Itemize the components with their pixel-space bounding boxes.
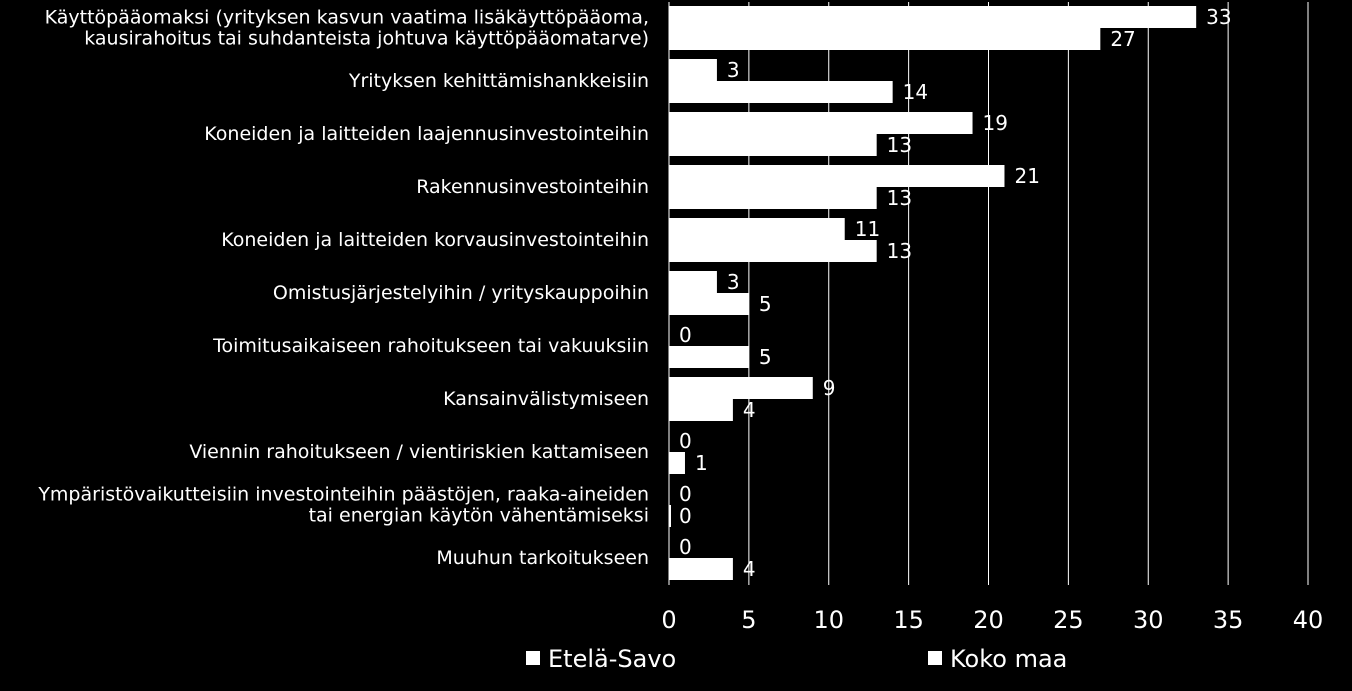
value-label: 3 bbox=[727, 58, 740, 82]
x-tick-label: 5 bbox=[741, 606, 756, 634]
value-label: 21 bbox=[1014, 164, 1039, 188]
bar-etel-savo-5 bbox=[669, 271, 717, 293]
bar-koko-maa-6 bbox=[669, 346, 749, 368]
value-label: 1 bbox=[695, 451, 708, 475]
bar-koko-maa-5 bbox=[669, 293, 749, 315]
value-label: 33 bbox=[1206, 5, 1231, 29]
x-axis-ticks: 0 5 10 15 20 25 30 35 40 bbox=[661, 606, 1323, 634]
bar-koko-maa-3 bbox=[669, 187, 877, 209]
value-label: 19 bbox=[983, 111, 1008, 135]
legend-label: Koko maa bbox=[950, 645, 1067, 673]
legend: Etelä-Savo Koko maa bbox=[526, 645, 1067, 673]
bar-koko-maa-0 bbox=[669, 28, 1101, 50]
category-label: Käyttöpääomaksi (yrityksen kasvun vaatim… bbox=[45, 7, 649, 50]
bar-koko-maa-9 bbox=[669, 505, 671, 527]
x-tick-label: 30 bbox=[1133, 606, 1164, 634]
value-label: 14 bbox=[903, 80, 928, 104]
category-label: Kansainvälistymiseen bbox=[443, 388, 649, 410]
bar-etel-savo-7 bbox=[669, 377, 813, 399]
legend-swatch bbox=[526, 651, 540, 665]
value-label: 9 bbox=[823, 376, 836, 400]
category-label: Toimitusaikaiseen rahoitukseen tai vakuu… bbox=[212, 335, 649, 357]
value-label: 13 bbox=[887, 239, 912, 263]
legend-swatch bbox=[928, 651, 942, 665]
bar-koko-maa-1 bbox=[669, 81, 893, 103]
value-label: 0 bbox=[679, 535, 692, 559]
category-label: Rakennusinvestointeihin bbox=[416, 176, 649, 198]
bar-etel-savo-3 bbox=[669, 165, 1005, 187]
x-tick-label: 10 bbox=[813, 606, 844, 634]
bar-koko-maa-4 bbox=[669, 240, 877, 262]
category-label: Omistusjärjestelyihin / yrityskauppoihin bbox=[273, 282, 649, 304]
bar-etel-savo-0 bbox=[669, 6, 1197, 28]
value-label: 0 bbox=[679, 504, 692, 528]
value-label: 5 bbox=[759, 292, 772, 316]
bar-koko-maa-8 bbox=[669, 452, 685, 474]
category-labels: Käyttöpääomaksi (yrityksen kasvun vaatim… bbox=[37, 7, 649, 570]
bar-etel-savo-2 bbox=[669, 112, 973, 134]
category-label: Viennin rahoitukseen / vientiriskien kat… bbox=[189, 441, 649, 463]
bar-koko-maa-7 bbox=[669, 399, 733, 421]
value-label: 0 bbox=[679, 323, 692, 347]
value-label: 0 bbox=[679, 482, 692, 506]
value-label: 27 bbox=[1110, 27, 1135, 51]
x-tick-label: 35 bbox=[1213, 606, 1244, 634]
bar-koko-maa-10 bbox=[669, 558, 733, 580]
bar-etel-savo-1 bbox=[669, 59, 717, 81]
legend-label: Etelä-Savo bbox=[548, 645, 676, 673]
x-tick-label: 40 bbox=[1293, 606, 1324, 634]
value-label: 5 bbox=[759, 345, 772, 369]
category-label: Koneiden ja laitteiden laajennusinvestoi… bbox=[204, 123, 649, 145]
x-tick-label: 15 bbox=[893, 606, 924, 634]
value-label: 13 bbox=[887, 133, 912, 157]
x-tick-label: 0 bbox=[661, 606, 676, 634]
value-label: 13 bbox=[887, 186, 912, 210]
bar-etel-savo-4 bbox=[669, 218, 845, 240]
category-label: Koneiden ja laitteiden korvausinvestoint… bbox=[221, 229, 649, 251]
category-label: Yrityksen kehittämishankkeisiin bbox=[348, 70, 649, 92]
value-label: 4 bbox=[743, 398, 756, 422]
bar-koko-maa-2 bbox=[669, 134, 877, 156]
value-label: 4 bbox=[743, 557, 756, 581]
category-label: Ympäristövaikutteisiin investointeihin p… bbox=[37, 484, 649, 527]
value-label: 3 bbox=[727, 270, 740, 294]
category-label: Muuhun tarkoitukseen bbox=[436, 547, 649, 569]
x-tick-label: 25 bbox=[1053, 606, 1084, 634]
bars bbox=[669, 6, 1197, 580]
x-tick-label: 20 bbox=[973, 606, 1004, 634]
value-label: 11 bbox=[855, 217, 880, 241]
value-label: 0 bbox=[679, 429, 692, 453]
